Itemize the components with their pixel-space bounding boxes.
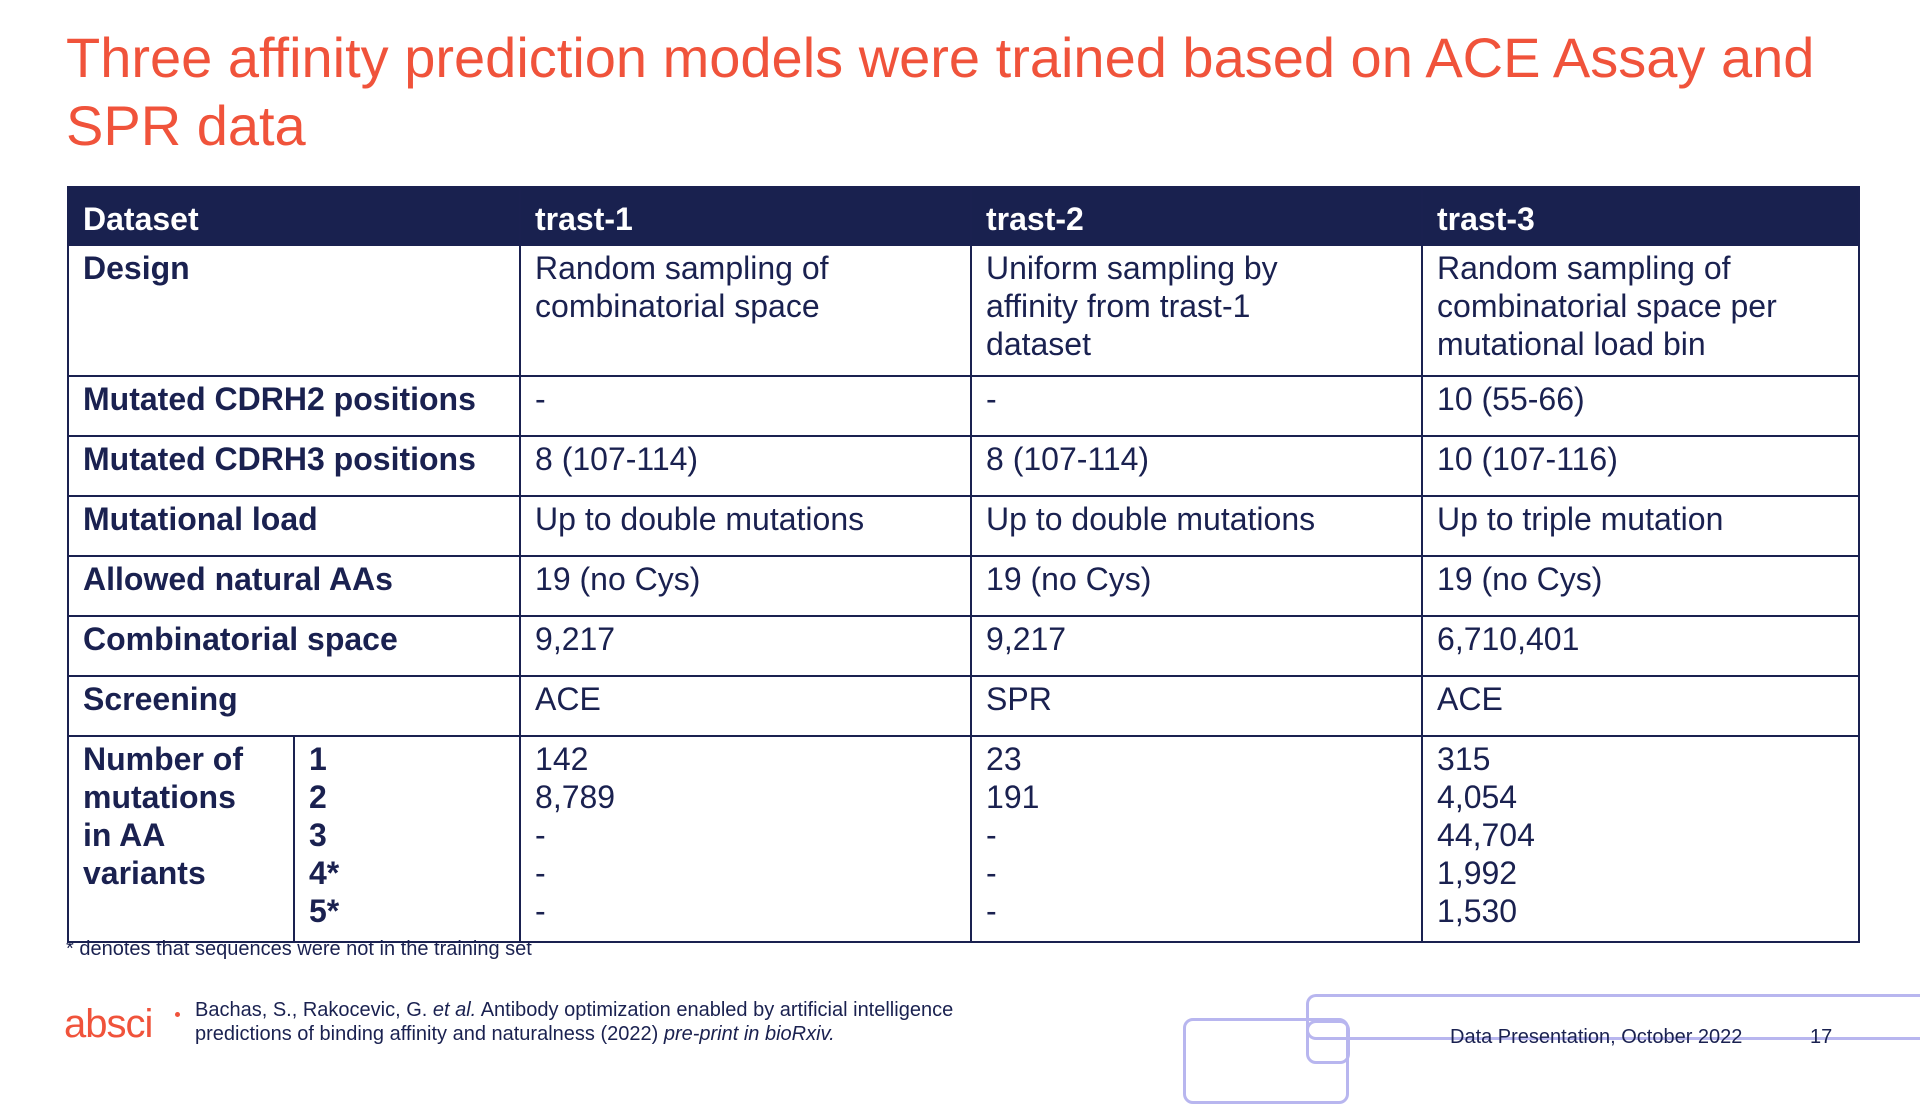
absci-logo: absci xyxy=(64,1002,153,1046)
table-cell: 19 (no Cys) xyxy=(519,555,973,617)
row-label: Mutated CDRH2 positions xyxy=(66,375,522,437)
row-label: Combinatorial space xyxy=(66,615,522,677)
table-cell: - xyxy=(519,375,973,437)
table-cell: Uniform sampling by affinity from trast-1… xyxy=(970,244,1424,377)
header-trast-1: trast-1 xyxy=(519,186,973,246)
table-cell: ACE xyxy=(519,675,973,737)
logo-dot-icon xyxy=(175,1012,180,1017)
table-cell: 23 191- - - xyxy=(970,735,1424,943)
row-label: Mutated CDRH3 positions xyxy=(66,435,522,497)
citation-line-2: predictions of binding affinity and natu… xyxy=(195,1023,835,1045)
table-cell: 19 (no Cys) xyxy=(970,555,1424,617)
table-cell: 315 4,054 44,704 1,992 1,530 xyxy=(1421,735,1861,943)
table-row: Mutated CDRH3 positions 8 (107-114) 8 (1… xyxy=(66,435,1861,497)
slide-title: Three affinity prediction models were tr… xyxy=(66,26,1815,157)
table-header-row: Dataset trast-1 trast-2 trast-3 xyxy=(66,186,1861,246)
table-cell: Up to double mutations xyxy=(970,495,1424,557)
decorative-frame xyxy=(1306,994,1920,1040)
header-trast-3: trast-3 xyxy=(1421,186,1861,246)
table-cell: 142 8,789- - - xyxy=(519,735,973,943)
presentation-label: Data Presentation, October 2022 xyxy=(1450,1026,1743,1048)
table-cell: 9,217 xyxy=(519,615,973,677)
table-row: Design Random sampling of combinatorial s… xyxy=(66,244,1861,377)
table-cell: SPR xyxy=(970,675,1424,737)
row-label: Allowed natural AAs xyxy=(66,555,522,617)
citation-line-1: Bachas, S., Rakocevic, G. et al. Antibod… xyxy=(195,999,954,1021)
header-dataset: Dataset xyxy=(66,186,522,246)
table-cell: 10 (107-116) xyxy=(1421,435,1861,497)
row-label: Screening xyxy=(66,675,522,737)
table-row: Allowed natural AAs 19 (no Cys) 19 (no C… xyxy=(66,555,1861,617)
table-row: Combinatorial space 9,217 9,217 6,710,40… xyxy=(66,615,1861,677)
table-cell: 8 (107-114) xyxy=(519,435,973,497)
table-cell: Random sampling of combinatorial space pe… xyxy=(1421,244,1861,377)
table-row: Mutated CDRH2 positions - - 10 (55-66) xyxy=(66,375,1861,437)
table-row: Screening ACE SPR ACE xyxy=(66,675,1861,737)
row-label: Number of mutations in AA variants xyxy=(67,735,295,943)
table-cell: - xyxy=(970,375,1424,437)
table-cell: Up to double mutations xyxy=(519,495,973,557)
page-number: 17 xyxy=(1810,1026,1833,1048)
mutation-count-list: 1 2 3 4* 5* xyxy=(292,735,522,943)
table-cell: 10 (55-66) xyxy=(1421,375,1861,437)
footnote: * denotes that sequences were not in the… xyxy=(66,938,532,960)
dataset-table: Dataset trast-1 trast-2 trast-3 Design R… xyxy=(66,186,1861,943)
table-cell: 8 (107-114) xyxy=(970,435,1424,497)
table-cell: 9,217 xyxy=(970,615,1424,677)
table-cell: 6,710,401 xyxy=(1421,615,1861,677)
table-cell: Up to triple mutation xyxy=(1421,495,1861,557)
table-row: Number of mutations in AA variants 1 2 3 4* 5* … xyxy=(67,735,1861,943)
decorative-square xyxy=(1306,1020,1350,1064)
table-cell: Random sampling of combinatorial space xyxy=(519,244,973,377)
table-cell: ACE xyxy=(1421,675,1861,737)
table-row: Mutational load Up to double mutations U… xyxy=(66,495,1861,557)
row-label: Design xyxy=(66,244,522,377)
citation: Bachas, S., Rakocevic, G. et al. Antibod… xyxy=(195,998,953,1046)
row-label: Mutational load xyxy=(66,495,522,557)
table-cell: 19 (no Cys) xyxy=(1421,555,1861,617)
header-trast-2: trast-2 xyxy=(970,186,1424,246)
